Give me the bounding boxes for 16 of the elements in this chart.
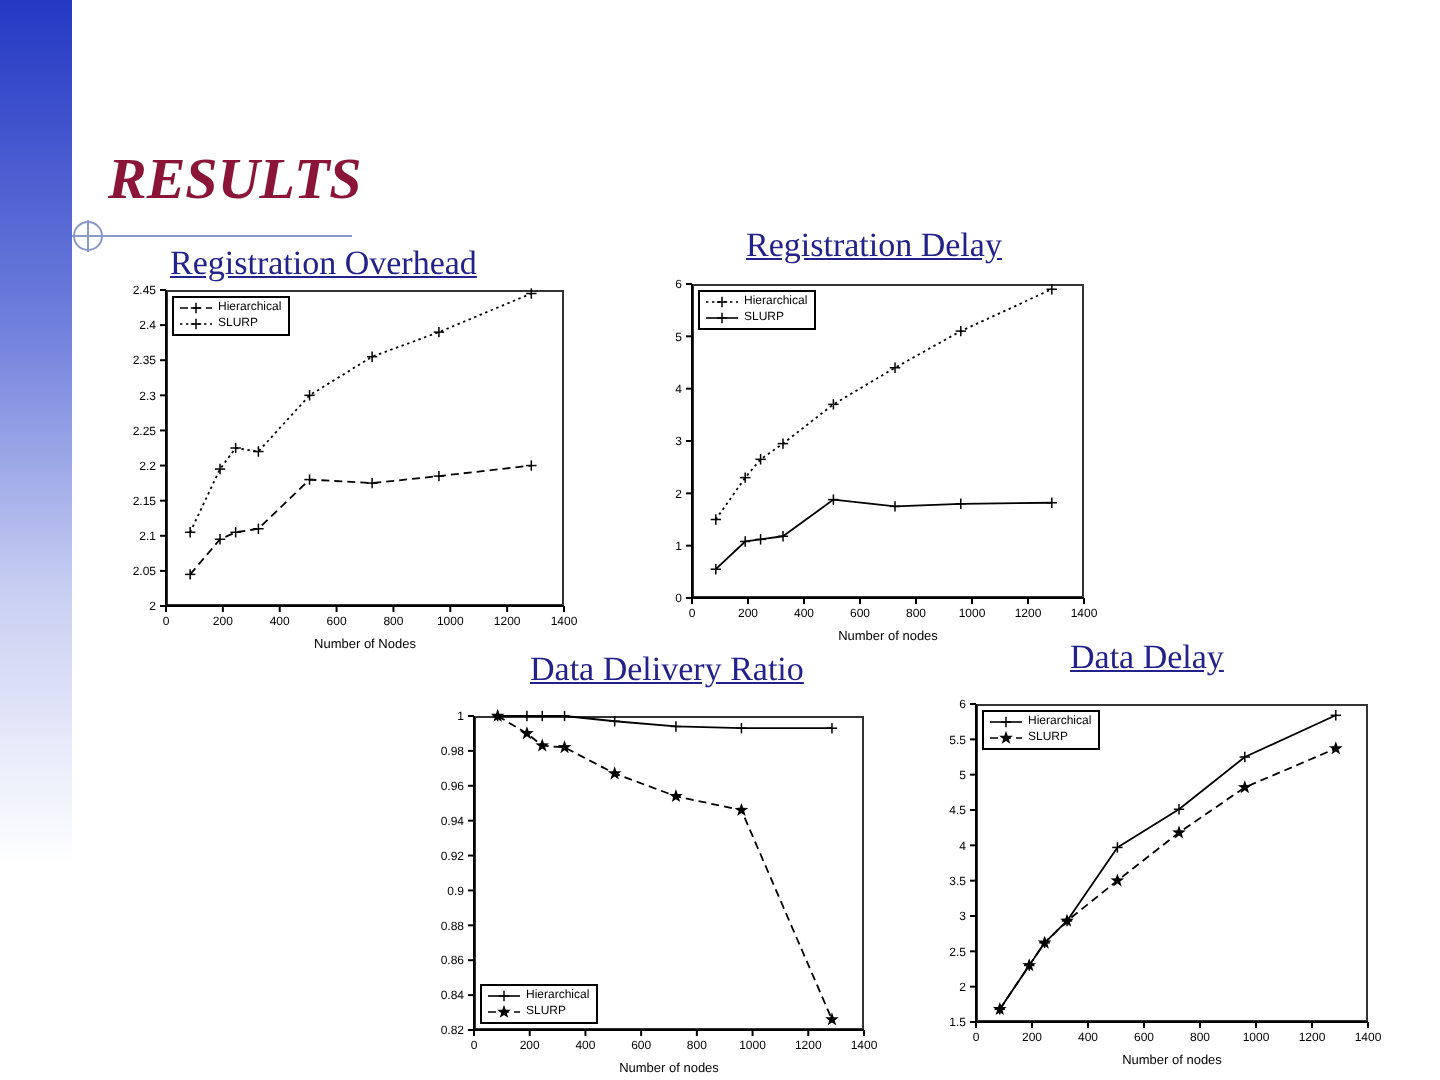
chart-title: Registration Delay (746, 226, 1002, 266)
point (1237, 780, 1252, 794)
chart-title: Registration Overhead (170, 244, 477, 284)
point (825, 1012, 839, 1026)
point (1110, 873, 1125, 887)
point (557, 740, 572, 754)
point (669, 789, 683, 803)
point (535, 738, 550, 752)
point (1328, 741, 1343, 755)
chart-title: Data Delivery Ratio (530, 650, 804, 690)
point (734, 803, 749, 817)
point (1172, 825, 1186, 839)
point (520, 726, 534, 740)
text: RESULTS (108, 148, 362, 214)
chart-title: Data Delay (1070, 638, 1224, 678)
point (607, 766, 622, 780)
